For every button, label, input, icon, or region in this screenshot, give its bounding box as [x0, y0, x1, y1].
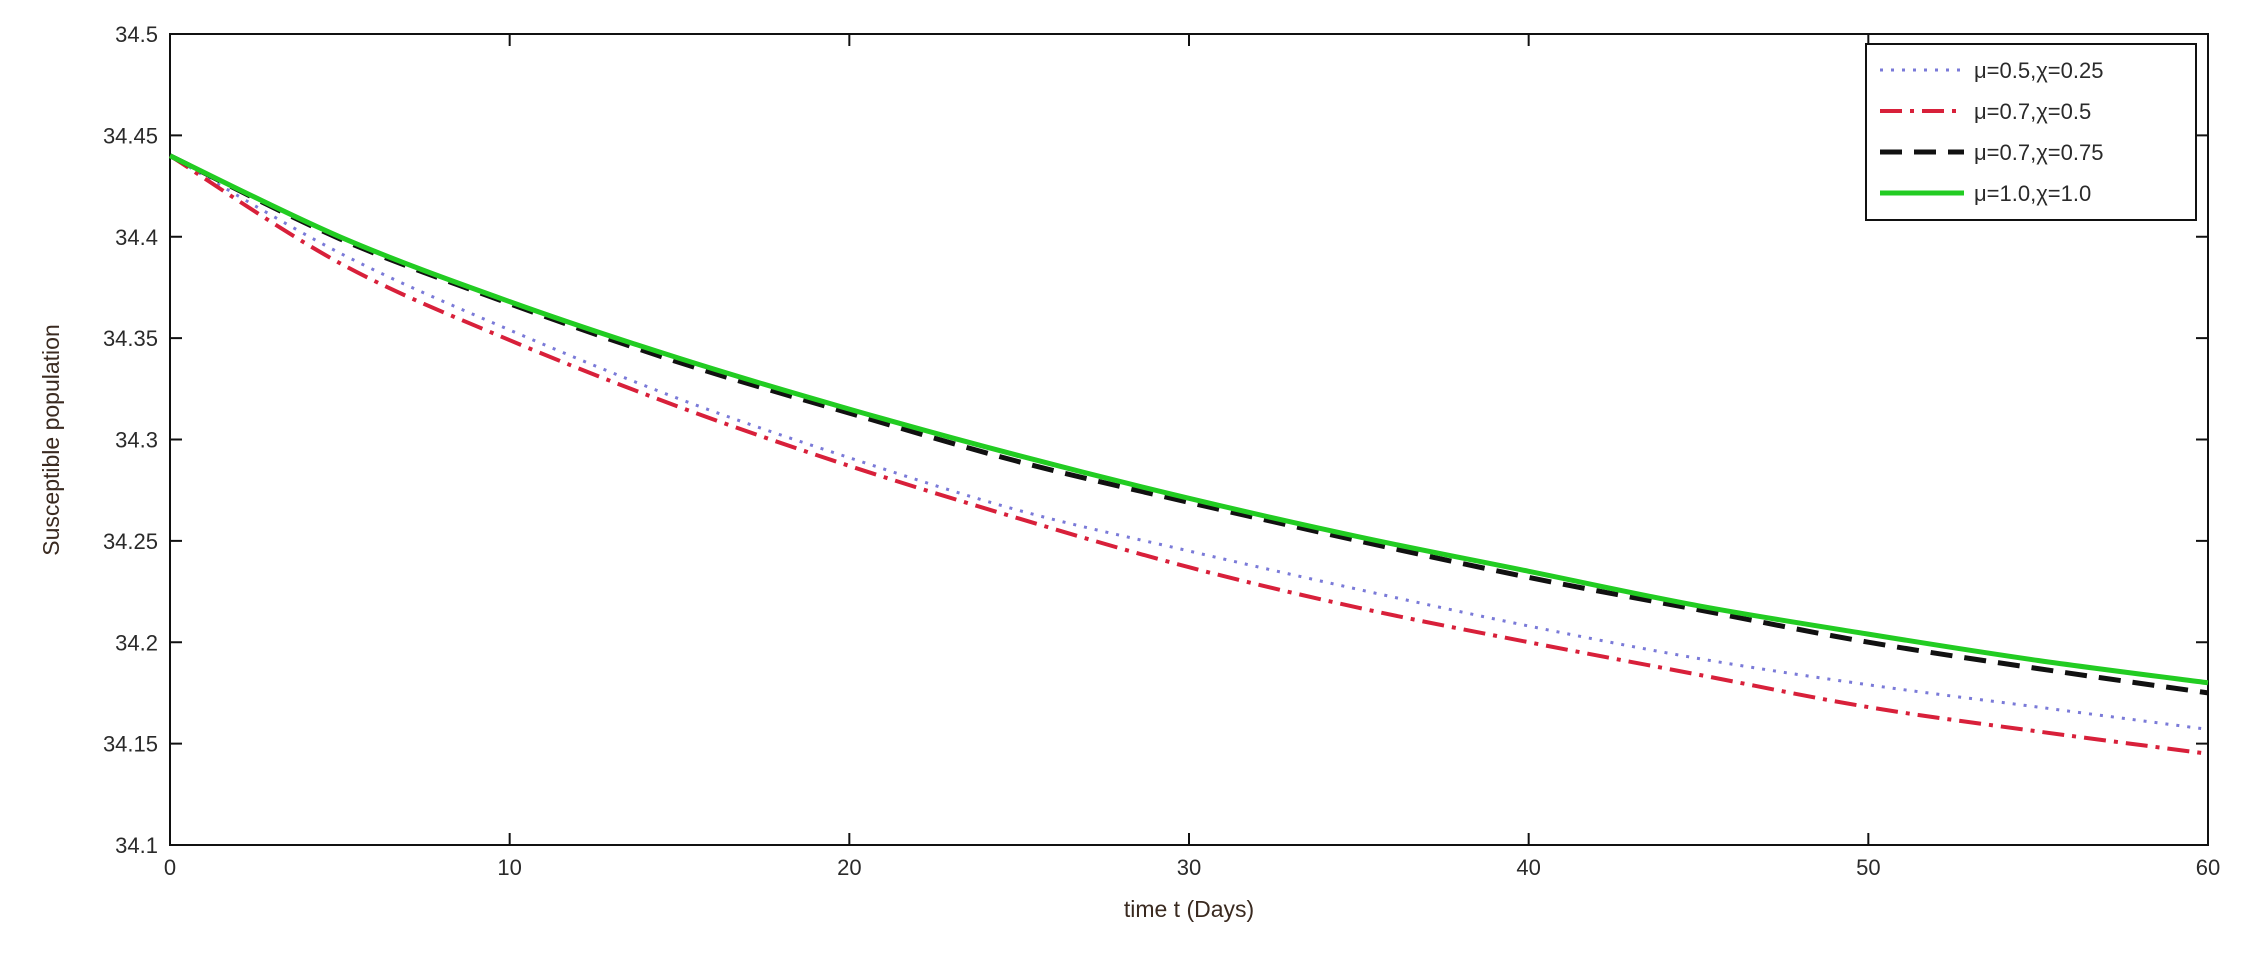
- y-tick-label: 34.3: [115, 428, 158, 453]
- series-line-3: [168, 153, 2209, 696]
- legend-label: μ=0.7,χ=0.75: [1974, 140, 2103, 165]
- y-tick-label: 34.25: [103, 529, 158, 554]
- y-axis-title: Susceptible population: [38, 324, 64, 555]
- legend-label: μ=0.5,χ=0.25: [1974, 58, 2103, 83]
- x-tick-label: 50: [1856, 855, 1880, 880]
- y-tick-label: 34.2: [115, 630, 158, 655]
- legend-label: μ=1.0,χ=1.0: [1974, 181, 2091, 206]
- x-tick-label: 10: [497, 855, 521, 880]
- x-tick-label: 0: [164, 855, 176, 880]
- series-line-2: [168, 154, 2209, 756]
- series-layer: [168, 153, 2209, 756]
- x-tick-label: 20: [837, 855, 861, 880]
- y-tick-label: 34.45: [103, 123, 158, 148]
- x-tick-label: 30: [1177, 855, 1201, 880]
- y-tick-label: 34.35: [103, 326, 158, 351]
- legend-label: μ=0.7,χ=0.5: [1974, 99, 2091, 124]
- x-tick-label: 40: [1516, 855, 1540, 880]
- y-tick-label: 34.1: [115, 833, 158, 858]
- x-tick-label: 60: [2196, 855, 2220, 880]
- y-tick-label: 34.5: [115, 22, 158, 47]
- y-tick-label: 34.4: [115, 225, 158, 250]
- legend: μ=0.5,χ=0.25 μ=0.7,χ=0.5 μ=0.7,χ=0.75 μ=1.0…: [1865, 43, 2197, 221]
- x-axis-title: time t (Days): [1124, 896, 1254, 922]
- series-line-4: [168, 153, 2209, 686]
- tick-layer: 0 10 20 30 40 50 60 34.1 34.15 34.2 34.25 34.3 34.35…: [103, 22, 2220, 880]
- y-tick-label: 34.15: [103, 732, 158, 757]
